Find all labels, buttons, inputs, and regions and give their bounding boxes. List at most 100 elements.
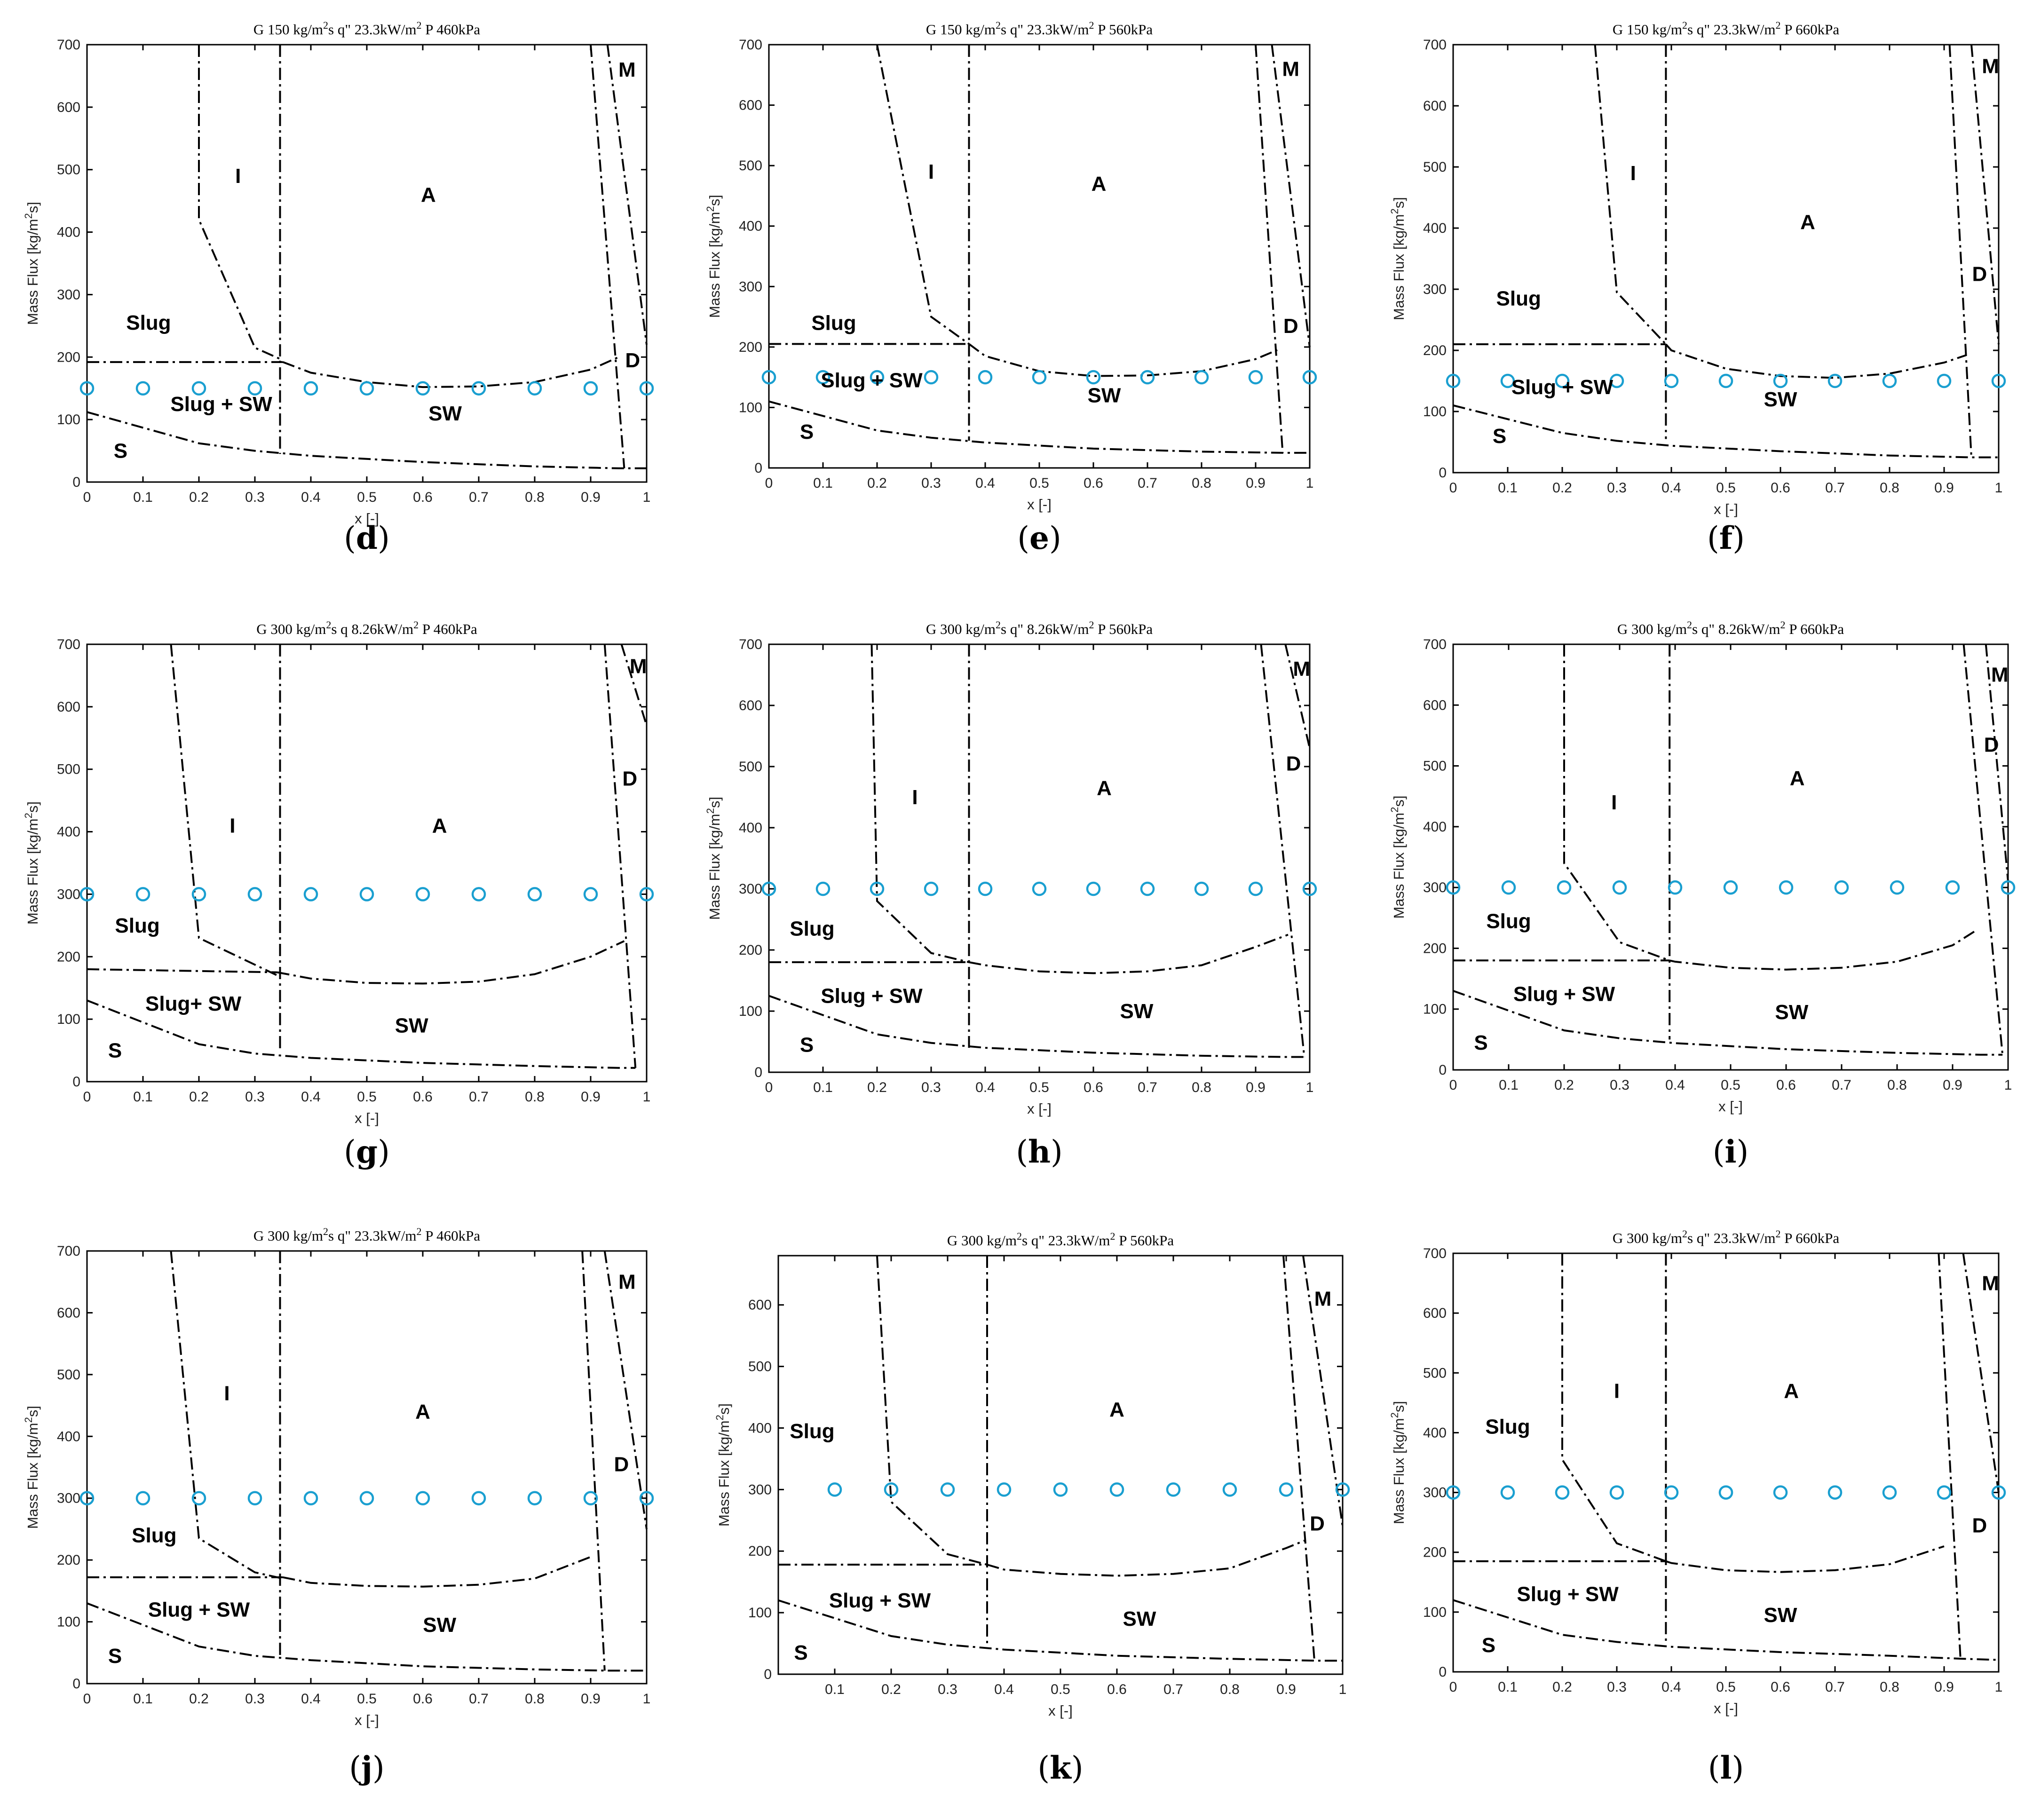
chart-title: G 300 kg/m2s q" 8.26kW/m2 P 660kPa [1617, 619, 1844, 638]
data-point [997, 1482, 1012, 1497]
x-tick-label: 0.8 [1220, 1682, 1240, 1697]
data-point [303, 1491, 318, 1505]
region-label: SW [1764, 1604, 1797, 1627]
data-point [79, 381, 95, 396]
x-tick-label: 0 [1449, 1679, 1457, 1695]
plot-frame [768, 643, 1311, 1073]
x-tick-label: 0.7 [469, 1691, 489, 1707]
chart-panel-l: G 300 kg/m2s q" 23.3kW/m2 P 660kPa 0 0.1 0.… [1364, 1218, 2025, 1820]
x-tick-label: 0.7 [1138, 475, 1157, 491]
y-tick-label: 400 [1423, 221, 1447, 236]
data-point [1664, 373, 1679, 388]
data-point [1194, 370, 1209, 385]
data-point [978, 370, 993, 385]
region-label: S [800, 1034, 814, 1057]
x-axis-label: x [-] [1027, 496, 1052, 513]
y-tick-label: 300 [57, 1491, 80, 1506]
data-point [1109, 1482, 1124, 1497]
subfigure-letter: d [356, 520, 378, 556]
regime-boundary [768, 400, 1310, 454]
regime-boundary [1453, 990, 2003, 1056]
y-tick-label: 500 [739, 759, 762, 775]
data-point [191, 1491, 206, 1505]
data-point [1279, 1482, 1294, 1497]
chart-svg-d: G 150 kg/m2s q" 23.3kW/m2 P 460kPa 0 0.1 0.… [23, 19, 654, 527]
data-point [1834, 880, 1849, 895]
y-tick-label: 200 [1423, 941, 1447, 956]
regime-boundary [1260, 644, 1305, 1057]
x-tick-label: 0.3 [921, 1080, 941, 1095]
data-point [1194, 881, 1209, 896]
x-tick-label: 0.8 [1192, 1080, 1211, 1095]
data-point [1086, 881, 1101, 896]
y-tick-label: 400 [57, 225, 80, 240]
region-label: A [1092, 173, 1107, 196]
data-point [1718, 1485, 1733, 1500]
plot-frame [768, 44, 1311, 469]
x-tick-label: 0.2 [881, 1682, 901, 1697]
y-tick-label: 100 [57, 412, 80, 427]
region-label: M [1982, 1272, 1999, 1295]
region-label: S [108, 1645, 122, 1668]
x-tick-label: 0.7 [469, 1089, 489, 1105]
subfigure-caption: (h) [1016, 1133, 1063, 1170]
regime-boundary [590, 44, 625, 468]
regime-boundary [1669, 930, 1976, 971]
region-label: Slug + SW [170, 393, 272, 416]
x-tick-label: 0.1 [825, 1682, 845, 1697]
y-axis-label: Mass Flux [kg/m2s] [714, 1403, 733, 1527]
chart-title: G 150 kg/m2s q" 23.3kW/m2 P 660kPa [1613, 19, 1839, 38]
region-label: S [1482, 1634, 1495, 1657]
x-tick-label: 0.5 [1051, 1682, 1070, 1697]
y-tick-label: 400 [748, 1420, 772, 1436]
y-axis-label: Mass Flux [kg/m2s] [704, 797, 723, 920]
data-point [1086, 370, 1101, 385]
x-tick-label: 0.8 [1192, 475, 1211, 491]
regime-boundary [1563, 644, 1670, 962]
region-label: D [614, 1453, 629, 1476]
region-label: Slug [1486, 910, 1531, 933]
y-tick-label: 500 [739, 158, 762, 174]
region-label: M [1982, 55, 1999, 78]
x-tick-label: 0.7 [1138, 1080, 1157, 1095]
x-tick-label: 0.9 [1246, 475, 1266, 491]
data-point [135, 887, 150, 902]
data-point [1248, 881, 1263, 896]
region-label: I [224, 1382, 229, 1405]
region-label: Slug [1485, 1416, 1530, 1439]
y-tick-label: 300 [1423, 282, 1447, 297]
x-tick-label: 1 [643, 1691, 651, 1707]
region-label: I [928, 160, 934, 183]
region-label: I [1630, 162, 1636, 185]
y-tick-label: 500 [57, 762, 80, 777]
region-label: A [1800, 211, 1815, 234]
y-tick-label: 300 [748, 1482, 772, 1497]
y-axis-label: Mass Flux [kg/m2s] [23, 1406, 41, 1529]
region-label: Slug [790, 918, 834, 941]
region-label: Slug + SW [1511, 376, 1614, 399]
x-tick-label: 0.1 [133, 1691, 153, 1707]
region-label: S [108, 1039, 122, 1062]
x-tick-label: 0.1 [813, 475, 833, 491]
x-tick-label: 0.4 [1665, 1077, 1685, 1093]
y-tick-label: 100 [739, 400, 762, 415]
regime-boundary [1665, 1545, 1945, 1573]
data-point [827, 1482, 842, 1497]
x-tick-label: 0.9 [1934, 1679, 1954, 1695]
data-point [359, 1491, 374, 1505]
x-tick-label: 0.8 [525, 490, 545, 505]
regime-boundary [603, 1250, 648, 1529]
data-point [761, 370, 776, 385]
y-tick-label: 400 [1423, 819, 1447, 835]
data-point [1668, 880, 1683, 895]
region-label: S [1493, 425, 1506, 448]
x-tick-label: 0.8 [525, 1691, 545, 1707]
y-tick-label: 600 [1423, 697, 1447, 713]
data-point [815, 370, 831, 385]
x-tick-label: 1 [643, 1089, 651, 1105]
data-point [1609, 373, 1624, 388]
x-axis-label: x [-] [1714, 501, 1738, 517]
x-tick-label: 0.6 [1084, 475, 1103, 491]
data-point [191, 381, 206, 396]
x-tick-label: 1 [643, 490, 651, 505]
